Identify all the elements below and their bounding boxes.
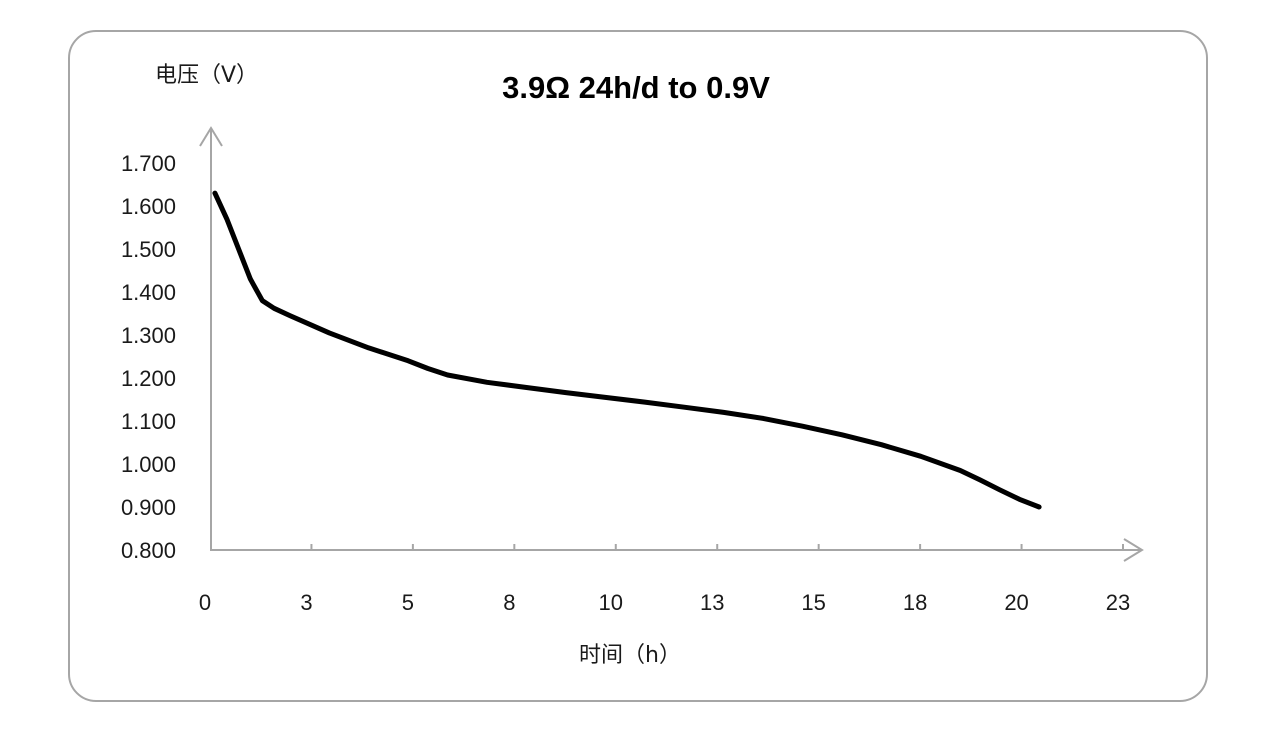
- x-tick-label: 10: [599, 590, 623, 615]
- x-tick-label: 23: [1106, 590, 1130, 615]
- series-line: [212, 190, 1042, 510]
- series-group: [212, 190, 1042, 510]
- y-tick-labels: 0.800 0.900 1.000 1.100 1.200 1.300 1.400 1.500…: [121, 151, 176, 563]
- y-tick-label: 0.900: [121, 495, 176, 520]
- y-tick-label: 1.100: [121, 409, 176, 434]
- x-axis-arrow: [1123, 538, 1144, 562]
- y-tick-label: 1.500: [121, 237, 176, 262]
- x-tick-label: 0: [199, 590, 211, 615]
- chart-title: 3.9Ω 24h/d to 0.9V: [502, 70, 770, 105]
- y-tick-label: 1.700: [121, 151, 176, 176]
- x-tick-label: 5: [402, 590, 414, 615]
- y-tick-label: 1.400: [121, 280, 176, 305]
- x-tick-label: 13: [700, 590, 724, 615]
- x-axis-label: 时间（h）: [579, 643, 681, 668]
- y-tick-label: 1.000: [121, 452, 176, 477]
- x-tick-label: 18: [903, 590, 927, 615]
- x-tick-label: 8: [503, 590, 515, 615]
- y-tick-label: 1.300: [121, 323, 176, 348]
- x-tick-label: 20: [1004, 590, 1028, 615]
- y-axis-label: 电压（V）: [155, 63, 258, 88]
- y-axis-arrow: [199, 126, 223, 147]
- chart-frame: [68, 30, 1208, 702]
- axes: [199, 126, 1144, 562]
- x-tick-label: 3: [300, 590, 312, 615]
- y-tick-label: 1.200: [121, 366, 176, 391]
- x-tick-labels: 0 3 5 8 10 13 15 18 20 23: [199, 544, 1130, 615]
- x-tick-label: 15: [801, 590, 825, 615]
- y-tick-label: 0.800: [121, 538, 176, 563]
- y-tick-label: 1.600: [121, 194, 176, 219]
